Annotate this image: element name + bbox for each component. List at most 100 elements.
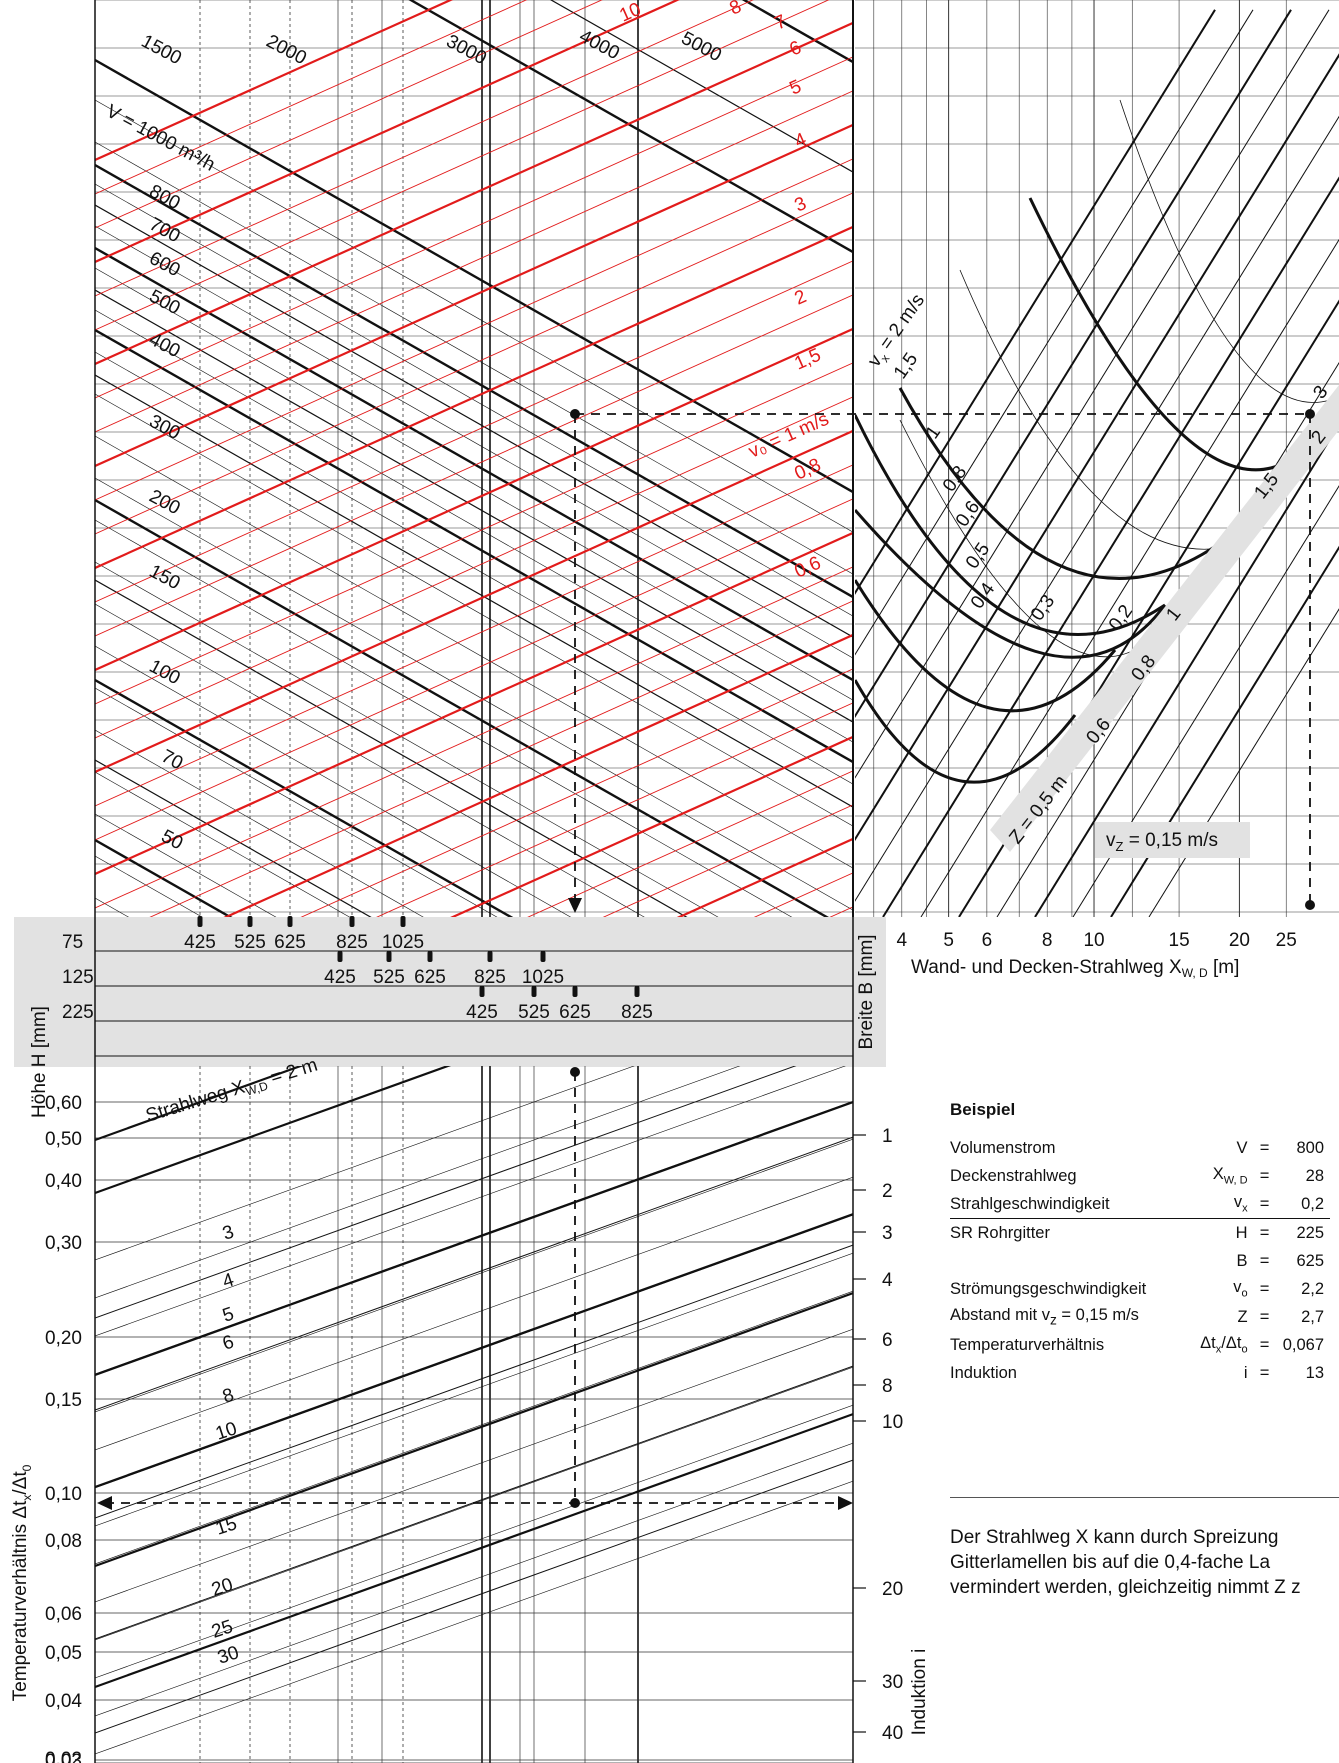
v0-series-label: 4 [791, 129, 810, 153]
example-value: 225 [1296, 1223, 1324, 1242]
strahlweg-series-label: 15 [213, 1513, 240, 1540]
v-line-thin [95, 771, 350, 917]
width-marker [287, 916, 293, 927]
v-series-label: 150 [146, 561, 184, 594]
v-line [95, 246, 853, 682]
y-tick-label: 0,60 [45, 1093, 82, 1114]
vx-series-label: 0,5 [962, 539, 994, 573]
y-tick-label: 0,50 [45, 1129, 82, 1150]
example-value: 2,7 [1301, 1307, 1324, 1326]
divider-line [950, 1497, 1339, 1498]
strahlweg-line-thin [95, 1100, 853, 1375]
example-equals: = [1259, 1166, 1270, 1185]
v0-line [527, 770, 853, 917]
y-tick-label: 0,20 [45, 1328, 82, 1349]
strahlweg-line [95, 1459, 853, 1734]
note-line: Der Strahlweg X kann durch Spreizung [950, 1527, 1279, 1548]
example-equals: = [1259, 1251, 1270, 1270]
example-point [570, 1067, 580, 1077]
example-label: Temperaturverhältnis [950, 1335, 1105, 1354]
example-value: 13 [1305, 1363, 1324, 1382]
example-equals: = [1251, 1190, 1278, 1219]
width-label: 425 [184, 932, 216, 953]
vx-line [855, 9, 1292, 719]
width-label: 1025 [522, 967, 564, 988]
vx-line [855, 53, 1339, 842]
v-series-label: 2000 [263, 31, 310, 69]
v-line [95, 579, 688, 917]
vx-line [1110, 545, 1339, 917]
strahlweg-line [95, 1066, 304, 1142]
y-tick-label: 0,30 [45, 1233, 82, 1254]
strahlweg-line-thin [95, 1252, 853, 1527]
v-line-thin [95, 603, 645, 917]
v-line [95, 759, 372, 917]
v0-line [95, 0, 454, 162]
width-marker [427, 951, 433, 962]
example-point [570, 409, 580, 419]
bottom-y-axis-label: Temperaturverhältnis Δtx/Δt0 [10, 1464, 34, 1701]
y2-tick-label: 10 [882, 1412, 903, 1433]
example-row: Abstand mit vz = 0,15 m/s Z = 2,7 [950, 1303, 1330, 1331]
example-symbol: vo [1233, 1278, 1248, 1300]
width-label: 525 [518, 1002, 550, 1023]
width-label: 825 [474, 967, 506, 988]
v0-line [95, 327, 853, 672]
width-marker [349, 916, 355, 927]
vx-line [1072, 485, 1339, 917]
v0-line [95, 0, 830, 331]
example-point [1305, 409, 1315, 419]
x-tick-label: 20 [1229, 930, 1250, 951]
v0-line [95, 192, 853, 535]
v-line-thin [95, 729, 424, 917]
z-curve [855, 414, 1166, 637]
example-value: 0,067 [1282, 1335, 1324, 1354]
vx-line [1148, 608, 1339, 917]
height-label: 75 [62, 932, 83, 953]
z-curve-thin [1119, 99, 1331, 403]
v0-line [300, 668, 853, 917]
width-label: 525 [234, 932, 266, 953]
bottom-y2-axis-label: Induktion i [909, 1649, 930, 1736]
v0-line [95, 0, 528, 195]
example-table: Volumenstrom V = 800 Deckenstrahlweg XW, D = 28… [950, 1134, 1330, 1387]
v-line [95, 163, 853, 599]
example-equals: = [1259, 1335, 1270, 1354]
v-line [95, 289, 853, 723]
example-label: Volumenstrom [950, 1138, 1056, 1157]
middle-left-label: Höhe H [mm] [29, 1006, 50, 1118]
x-tick-label: 8 [1042, 930, 1053, 951]
y2-tick-label: 2 [882, 1181, 893, 1202]
strahlweg-line-thin [95, 1066, 741, 1299]
v-series-label: 70 [158, 746, 187, 774]
arrow-head [568, 898, 582, 913]
v0-series-label: 3 [791, 193, 809, 216]
example-label: SR Rohrgitter [950, 1223, 1050, 1242]
example-row: Deckenstrahlweg XW, D = 28 [950, 1162, 1330, 1190]
example-equals: = [1259, 1223, 1270, 1242]
strahlweg-line [95, 1066, 797, 1319]
example-equals: = [1259, 1307, 1270, 1326]
example-symbol: vx [1167, 1190, 1252, 1219]
v0-series-label: 6 [786, 37, 804, 60]
y2-tick-label: 40 [882, 1723, 903, 1744]
width-marker [634, 986, 640, 997]
x-tick-label: 25 [1276, 930, 1297, 951]
strahlweg-series-label: 10 [213, 1418, 240, 1445]
example-label: Strahlgeschwindigkeit [950, 1190, 1168, 1219]
example-value: 2,2 [1301, 1279, 1324, 1298]
strahlweg-line-thin [95, 1214, 853, 1489]
width-marker [337, 951, 343, 962]
vx-line [855, 115, 1339, 902]
v0-line [95, 123, 853, 468]
v-line [95, 58, 853, 494]
v0-series-label: 10 [616, 0, 644, 27]
v-line-thin [95, 435, 853, 869]
v0-line [149, 600, 853, 917]
v0-series-label: 2 [791, 286, 809, 309]
v0-line [676, 837, 853, 917]
example-title: Beispiel [950, 1100, 1016, 1119]
vz-box [1095, 822, 1250, 858]
v-line-thin [95, 99, 853, 533]
strahlweg-line [95, 1413, 853, 1689]
